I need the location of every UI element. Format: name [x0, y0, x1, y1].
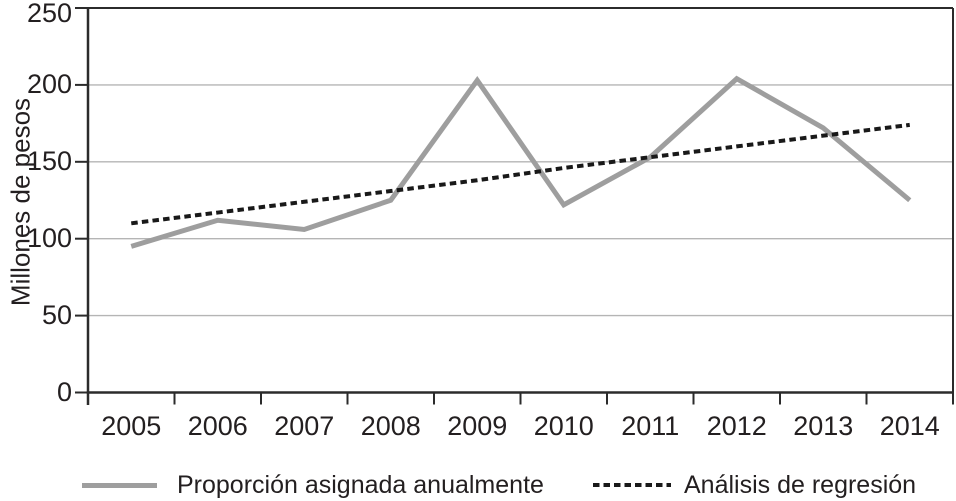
- legend-label-asignada: Proporción asignada anualmente: [177, 470, 544, 499]
- legend-swatch-solid-line: [82, 482, 157, 488]
- x-tick-label: 2010: [533, 411, 594, 441]
- x-tick-label: 2009: [447, 411, 508, 441]
- y-tick-label: 100: [26, 223, 72, 254]
- legend-label-regresion: Análisis de regresión: [684, 470, 917, 499]
- series-line-asignada: [130, 75, 912, 249]
- series-line-regresion: [131, 122, 910, 226]
- x-tick-label: 2011: [621, 411, 680, 441]
- legend-item-asignada: Proporción asignada anualmente: [82, 469, 544, 501]
- legend-swatch-dotted-line: [593, 483, 671, 487]
- x-tick-label: 2012: [706, 411, 767, 441]
- x-tick-label: 2008: [360, 411, 421, 441]
- x-tick-label: 2005: [101, 411, 162, 441]
- y-tick-label: 200: [26, 69, 72, 100]
- legend-item-regresion: Análisis de regresión: [593, 469, 916, 501]
- y-tick-label: 50: [41, 300, 72, 331]
- x-tick-label: 2014: [879, 411, 940, 441]
- y-axis-title: Millones de pesos: [5, 97, 36, 307]
- x-tick-label: 2007: [274, 411, 335, 441]
- y-tick-label: 250: [26, 0, 72, 28]
- x-tick-label: 2006: [187, 411, 248, 441]
- y-tick-label: 150: [26, 146, 72, 177]
- y-tick-label: 0: [56, 377, 72, 407]
- x-tick-label: 2013: [793, 411, 854, 441]
